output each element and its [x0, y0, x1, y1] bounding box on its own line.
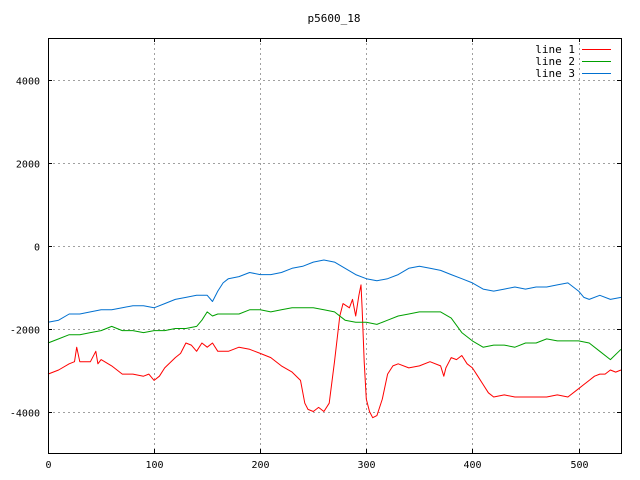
- x-tick-label: 200: [251, 460, 269, 471]
- series-line-1: [47, 284, 622, 419]
- grid-layer: [48, 38, 621, 453]
- y-tick-label: 2000: [16, 160, 40, 171]
- y-tick-label: 0: [34, 243, 40, 254]
- series-line-3: [47, 259, 622, 323]
- x-tick-label: 400: [463, 460, 481, 471]
- legend-label: line 3: [535, 67, 575, 80]
- y-tick-label: -4000: [10, 409, 40, 420]
- x-tick-label: 0: [45, 460, 51, 471]
- legend-label: line 2: [535, 55, 575, 68]
- series-line-2: [47, 307, 622, 361]
- x-tick-label: 100: [145, 460, 163, 471]
- y-tick-label: -2000: [10, 326, 40, 337]
- x-tick-label: 300: [357, 460, 375, 471]
- x-tick-label: 500: [570, 460, 588, 471]
- y-tick-label: 4000: [16, 77, 40, 88]
- series-layer: [47, 259, 622, 419]
- tick-layer: 0 100 200 300 400 500 -4000 -2000 0 2000 4000: [10, 38, 621, 471]
- chart-title: p5600_18: [308, 12, 361, 25]
- legend-label: line 1: [535, 43, 575, 56]
